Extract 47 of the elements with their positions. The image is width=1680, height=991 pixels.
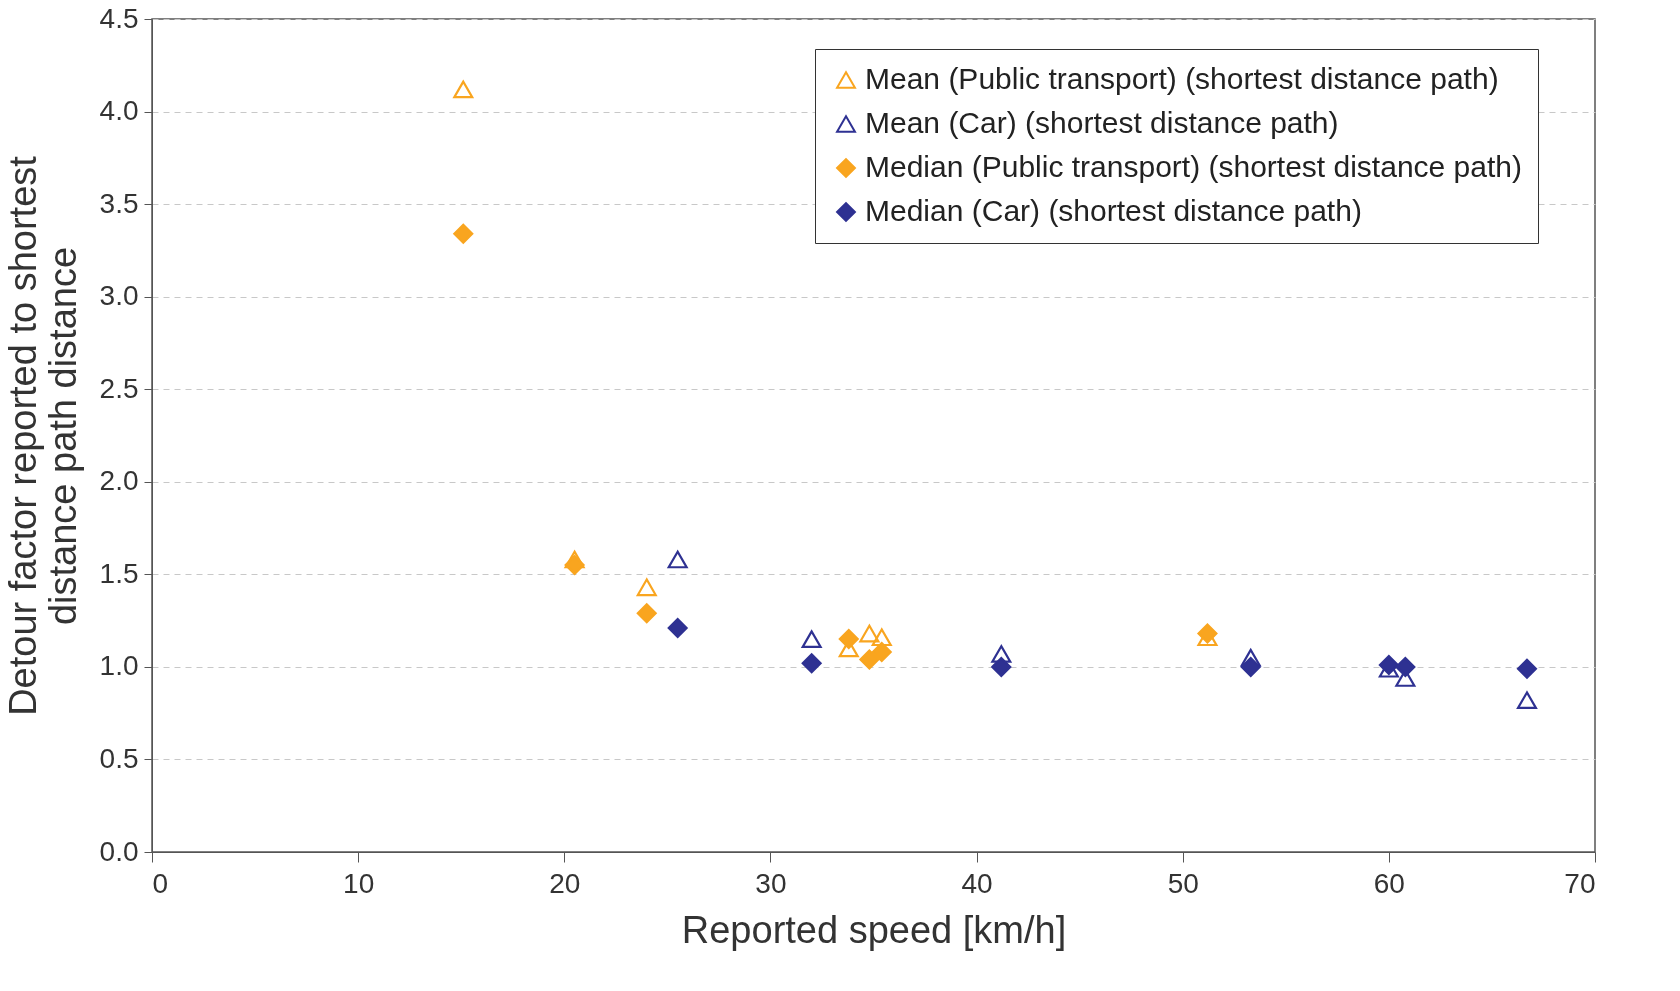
point: [1240, 656, 1261, 677]
legend-label: Median (Public transport) (shortest distance path): [865, 150, 1522, 183]
y-tick-label: 2.5: [99, 372, 139, 404]
y-tick-label: 0.0: [99, 835, 139, 867]
point: [667, 617, 688, 639]
point: [871, 628, 892, 647]
legend-label: Median (Car) (shortest distance path): [865, 194, 1362, 227]
point: [636, 603, 657, 624]
point: [859, 624, 880, 643]
y-tick-label: 1.5: [99, 557, 139, 589]
point: [801, 630, 822, 648]
y-tick-label: 3.0: [99, 280, 139, 312]
y-tick-label: 4.5: [99, 2, 139, 34]
point: [991, 645, 1012, 663]
point: [453, 80, 474, 99]
y-tick-label: 1.0: [99, 650, 139, 682]
x-tick-label: 70: [1564, 867, 1596, 899]
y-tick-label: 2.0: [99, 465, 139, 497]
legend-label: Mean (Public transport) (shortest distance path): [865, 62, 1499, 95]
x-tick-label: 40: [961, 867, 993, 899]
point: [871, 642, 892, 663]
x-axis-title: Reported speed [km/h]: [681, 908, 1067, 951]
x-tick-label: 0: [152, 867, 169, 899]
x-tick-label: 20: [549, 867, 581, 899]
point: [1378, 654, 1399, 676]
point: [991, 656, 1012, 677]
point: [1516, 691, 1538, 710]
x-tick-label: 10: [343, 867, 375, 899]
point: [1395, 656, 1416, 677]
legend-label: Mean (Car) (shortest distance path): [865, 106, 1339, 139]
point: [1240, 648, 1261, 667]
y-tick-label: 0.5: [99, 742, 139, 774]
point: [838, 629, 859, 650]
x-tick-label: 50: [1167, 867, 1199, 899]
y-axis-title: Detour factor reported to shortest distance path distance: [1, 155, 84, 716]
x-tick-label: 30: [755, 867, 787, 899]
point: [564, 555, 585, 576]
y-tick-label: 4.0: [99, 95, 139, 127]
point: [453, 223, 474, 244]
point: [859, 649, 880, 670]
point: [801, 653, 822, 674]
point: [1516, 658, 1538, 679]
x-tick-label: 60: [1373, 867, 1405, 899]
y-tick-label: 3.5: [99, 187, 139, 219]
point: [636, 578, 657, 597]
point: [667, 550, 688, 569]
point: [1197, 623, 1218, 644]
